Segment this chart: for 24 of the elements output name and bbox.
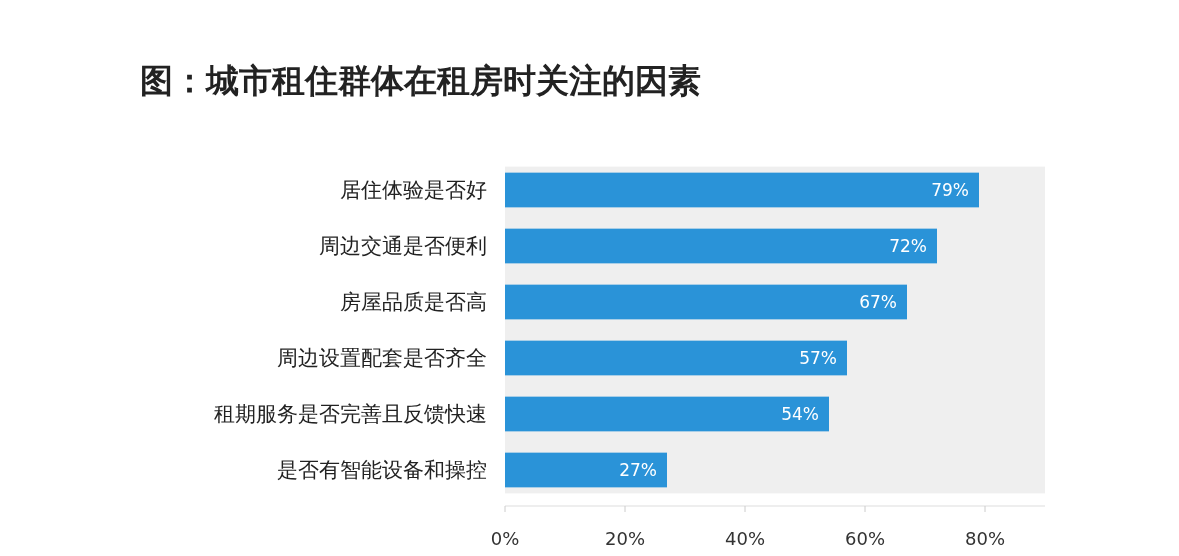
y-tick-label: 周边设置配套是否齐全: [277, 346, 487, 371]
y-tick-label: 租期服务是否完善且反馈快速: [214, 402, 487, 427]
y-tick-label: 居住体验是否好: [340, 178, 487, 203]
data-label: 67%: [859, 291, 897, 312]
bar: [505, 340, 847, 376]
data-label: 57%: [799, 347, 837, 368]
x-tick-label: 40%: [724, 528, 766, 549]
bar: [505, 396, 829, 432]
bar: [505, 452, 667, 488]
x-tick-label: 0%: [490, 528, 520, 549]
chart-title: 图：城市租住群体在租房时关注的因素: [140, 61, 701, 100]
data-label: 79%: [931, 179, 969, 200]
x-tick-label: 80%: [964, 528, 1006, 549]
bar: [505, 284, 907, 320]
y-tick-label: 周边交通是否便利: [319, 234, 487, 259]
x-tick-label: 60%: [844, 528, 886, 549]
data-label: 27%: [619, 459, 657, 480]
y-tick-label: 房屋品质是否高: [340, 290, 487, 315]
bar: [505, 228, 937, 264]
x-tick-label: 20%: [604, 528, 646, 549]
data-label: 72%: [889, 235, 927, 256]
data-label: 54%: [781, 403, 819, 424]
bar: [505, 172, 979, 208]
y-tick-label: 是否有智能设备和操控: [277, 458, 487, 483]
